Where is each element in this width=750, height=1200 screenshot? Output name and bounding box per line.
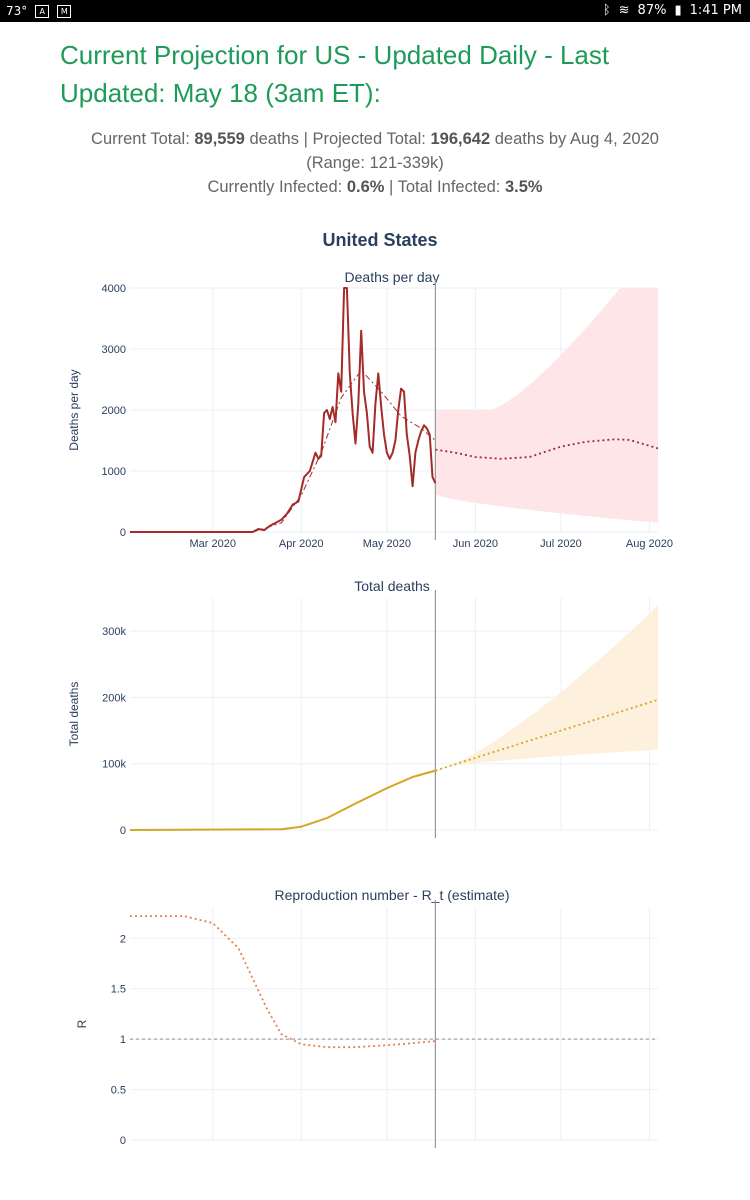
series-line: [252, 369, 436, 533]
y-tick-label: 300k: [102, 626, 126, 638]
current-total-value: 89,559: [194, 130, 245, 148]
confidence-band: [435, 288, 658, 523]
x-tick-label: May 2020: [363, 538, 411, 550]
status-bar: 73° A M ᛒ ≋ 87% ▮ 1:41 PM: [0, 0, 750, 22]
projected-total-suffix: deaths by Aug 4, 2020: [494, 130, 659, 148]
y-tick-label: 2: [120, 933, 126, 945]
y-axis-label: Total deaths: [67, 682, 81, 747]
temperature-indicator: 73°: [6, 4, 28, 18]
series-line: [435, 438, 659, 460]
current-total-label: Current Total:: [91, 130, 190, 148]
x-tick-label: Jul 2020: [540, 538, 582, 550]
y-tick-label: 1.5: [111, 984, 126, 996]
series-line: [130, 915, 436, 1049]
y-tick-label: 0: [120, 825, 126, 837]
y-tick-label: 100k: [102, 759, 126, 771]
chart-title: Deaths per day: [345, 269, 440, 285]
projection-summary: Current Total: 89,559 deaths | Projected…: [0, 127, 750, 199]
summary-line-3: Currently Infected: 0.6% | Total Infecte…: [207, 178, 543, 196]
y-axis-label: Deaths per day: [67, 369, 81, 450]
y-tick-label: 3000: [102, 344, 126, 356]
y-tick-label: 0.5: [111, 1085, 126, 1097]
current-total-unit: deaths: [249, 130, 299, 148]
projected-total-value: 196,642: [430, 130, 491, 148]
x-tick-label: Jun 2020: [453, 538, 498, 550]
series-line: [130, 287, 437, 533]
y-tick-label: 4000: [102, 283, 126, 295]
y-tick-label: 1: [120, 1034, 126, 1046]
wifi-icon: ≋: [618, 3, 630, 18]
summary-line-1: Current Total: 89,559 deaths | Projected…: [91, 130, 659, 148]
y-tick-label: 0: [120, 527, 126, 539]
battery-level: 87%: [637, 3, 667, 18]
projected-total-label: Projected Total:: [312, 130, 426, 148]
bluetooth-icon: ᛒ: [602, 3, 611, 18]
y-tick-label: 0: [120, 1135, 126, 1147]
currently-infected-value: 0.6%: [346, 178, 385, 196]
series-line: [435, 698, 659, 772]
battery-icon: ▮: [674, 3, 682, 18]
x-tick-label: Mar 2020: [190, 538, 236, 550]
x-tick-label: Apr 2020: [279, 538, 324, 550]
chart-title: Total deaths: [354, 578, 430, 594]
x-tick-label: Aug 2020: [626, 538, 673, 550]
app-a-icon: A: [35, 4, 50, 18]
y-tick-label: 200k: [102, 692, 126, 704]
total-infected-value: 3.5%: [504, 178, 543, 196]
confidence-band: [435, 605, 658, 771]
y-tick-label: 2000: [102, 405, 126, 417]
page-title: Current Projection for US - Updated Dail…: [60, 40, 610, 108]
y-tick-label: 1000: [102, 466, 126, 478]
projected-range: (Range: 121-339k): [306, 154, 444, 172]
chart-title: Reproduction number - R_t (estimate): [275, 887, 510, 903]
series-line: [129, 769, 436, 831]
chart-main-title: United States: [322, 230, 438, 250]
y-axis-label: R: [75, 1019, 89, 1028]
currently-infected-label: Currently Infected:: [207, 178, 343, 196]
gmail-icon: M: [57, 4, 72, 18]
clock: 1:41 PM: [689, 3, 742, 18]
total-infected-label: Total Infected:: [397, 178, 501, 196]
